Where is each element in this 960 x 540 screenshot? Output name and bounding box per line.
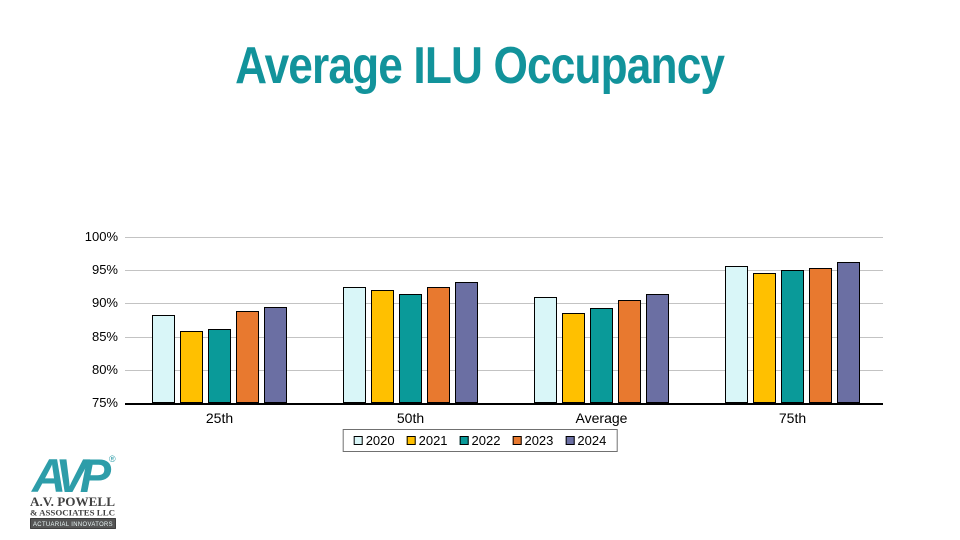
legend-item-2023: 2023 <box>512 433 553 448</box>
registered-trademark-icon: ® <box>109 454 116 464</box>
gridline <box>125 237 883 238</box>
bar-groups: 25th 50th Average 75th <box>125 237 883 426</box>
legend-swatch <box>459 436 469 445</box>
legend-label: 2020 <box>365 433 395 448</box>
legend-label: 2023 <box>524 433 554 448</box>
plot-area: 25th 50th Average 75th <box>125 237 883 426</box>
bar-2024-75th <box>837 262 860 403</box>
x-axis-line <box>125 403 883 405</box>
x-tick-label: 25th <box>205 410 234 426</box>
av-powell-logo: AVP ® A.V. POWELL & ASSOCIATES LLC ACTUA… <box>30 449 118 529</box>
bar-2021-50th <box>371 290 394 403</box>
legend-item-2021: 2021 <box>406 433 448 448</box>
bar-2024-average <box>646 294 669 403</box>
bar-2022-average <box>590 308 613 403</box>
y-tick-label: 85% <box>91 328 118 344</box>
legend-label: 2024 <box>577 433 607 448</box>
bar-2021-25th <box>180 330 203 403</box>
legend-label: 2022 <box>471 433 501 448</box>
legend-swatch <box>565 436 575 445</box>
legend-item-2022: 2022 <box>459 433 501 448</box>
legend-item-2020: 2020 <box>353 433 395 448</box>
bar-group-50th: 50th <box>343 281 478 426</box>
bar-2024-25th <box>264 307 287 403</box>
y-axis-labels: 100% 95% 90% 85% 80% 75% <box>70 229 118 410</box>
gridline <box>125 336 883 338</box>
bar-2023-50th <box>427 287 450 403</box>
bar-2023-average <box>618 300 641 403</box>
bar-2022-25th <box>208 328 231 403</box>
x-tick-label: Average <box>575 410 628 426</box>
bar-2020-75th <box>725 266 748 403</box>
y-tick-label: 100% <box>84 229 118 244</box>
bar-group-25th: 25th <box>152 307 287 426</box>
bar-2023-25th <box>236 311 259 403</box>
gridline <box>125 369 883 371</box>
bar-2020-average <box>534 296 557 403</box>
legend-label: 2021 <box>418 433 448 448</box>
bar-2024-50th <box>455 281 478 403</box>
bar-2020-25th <box>152 314 175 403</box>
bar-2022-75th <box>781 270 804 403</box>
y-tick-label: 75% <box>91 395 118 410</box>
y-tick-label: 90% <box>91 295 118 311</box>
page-title: Average ILU Occupancy <box>235 37 725 95</box>
legend-swatch <box>512 436 522 445</box>
logo-badge-background <box>30 518 116 529</box>
y-tick-label: 80% <box>91 361 118 377</box>
gridline <box>125 303 883 305</box>
y-tick-label: 95% <box>91 262 118 278</box>
gridline <box>125 270 883 272</box>
slide-title-block: Average ILU Occupancy <box>0 37 960 95</box>
bar-2023-75th <box>809 268 832 403</box>
legend-swatch <box>353 436 363 445</box>
logo-company-name: A.V. POWELL <box>30 494 115 509</box>
logo-monogram: AVP <box>31 449 112 502</box>
bar-2021-75th <box>753 272 776 403</box>
bar-group-average: Average <box>534 294 669 426</box>
bar-2020-50th <box>343 287 366 403</box>
legend-swatch <box>406 436 416 445</box>
bar-group-75th: 75th <box>725 262 860 426</box>
x-tick-label: 75th <box>778 410 807 426</box>
logo-badge-text: ACTUARIAL INNOVATORS <box>33 521 113 528</box>
x-tick-label: 50th <box>396 410 425 426</box>
bar-2021-average <box>562 312 585 403</box>
logo-company-suffix: & ASSOCIATES LLC <box>30 509 115 518</box>
legend: 2020 2021 2022 2023 2024 <box>342 429 618 452</box>
legend-item-2024: 2024 <box>565 433 606 448</box>
bar-2022-50th <box>399 294 422 403</box>
